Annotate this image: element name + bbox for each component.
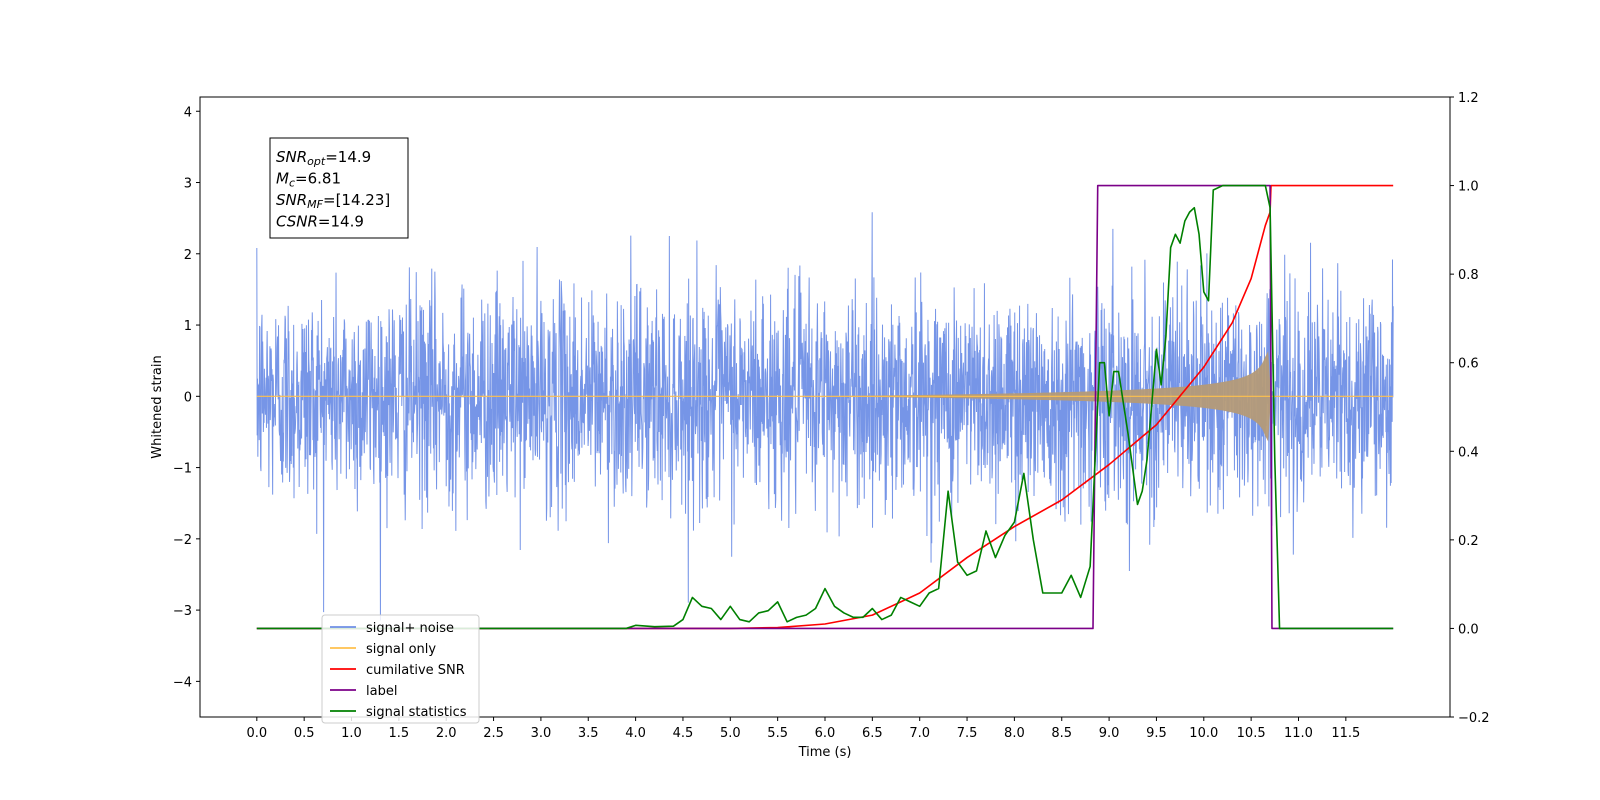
y-right-tick-label: 0.6 <box>1458 357 1479 372</box>
y-left-tick-label: −4 <box>173 675 192 690</box>
legend-label: label <box>366 684 397 699</box>
annotation-line: Mc=6.81 <box>276 170 341 190</box>
y-left-tick-label: 1 <box>184 319 192 334</box>
y-left-tick-label: 3 <box>184 177 192 192</box>
x-tick-label: 8.0 <box>1004 726 1025 741</box>
y-left-tick-label: 0 <box>184 390 192 405</box>
x-tick-label: 0.0 <box>246 726 267 741</box>
series-signal-statistics-line <box>256 184 1394 630</box>
x-tick-label: 8.5 <box>1051 726 1072 741</box>
y-right-tick-label: −0.2 <box>1458 711 1490 726</box>
annotation-line: CSNR=14.9 <box>276 213 364 231</box>
series-cumilative-snr-line <box>256 184 1394 630</box>
y-axis-right: 1.2 1.0 0.8 0.6 0.4 0.2 0.0 −0.2 <box>1450 91 1490 726</box>
legend-frame <box>321 614 480 724</box>
x-tick-label: 1.5 <box>389 726 410 741</box>
x-tick-label: 0.5 <box>294 726 315 741</box>
x-tick-label: 5.0 <box>720 726 741 741</box>
legend-label: signal only <box>366 642 436 657</box>
legend-label: signal statistics <box>366 705 467 720</box>
y-left-tick-label: −1 <box>173 462 192 477</box>
x-tick-label: 9.5 <box>1146 726 1167 741</box>
y-right-tick-label: 1.0 <box>1458 180 1479 195</box>
y-left-tick-label: 4 <box>184 105 192 120</box>
x-tick-label: 6.0 <box>815 726 836 741</box>
y-right-tick-label: 1.2 <box>1458 91 1479 106</box>
y-right-tick-label: 0.2 <box>1458 534 1479 549</box>
x-tick-label: 11.5 <box>1331 726 1360 741</box>
y-right-tick-label: 0.8 <box>1458 268 1479 283</box>
plot-area <box>256 184 1394 630</box>
y-axis-label-left: Whitened strain <box>150 355 165 458</box>
x-tick-label: 1.0 <box>341 726 362 741</box>
y-left-tick-label: −3 <box>173 604 192 619</box>
x-tick-label: 2.5 <box>483 726 504 741</box>
x-tick-label: 4.0 <box>625 726 646 741</box>
annotation-line: SNRMF=[14.23] <box>276 191 390 211</box>
annotation-line: SNRopt=14.9 <box>276 148 371 168</box>
x-tick-label: 6.5 <box>862 726 883 741</box>
legend-label: signal+ noise <box>366 621 454 636</box>
y-right-tick-label: 0.4 <box>1458 445 1479 460</box>
x-axis: 0.0 0.5 1.0 1.5 2.0 2.5 3.0 3.5 4.0 4.5 5.0 5.5 6.0 6… <box>246 717 1360 741</box>
x-tick-label: 2.0 <box>436 726 457 741</box>
x-tick-label: 3.5 <box>578 726 599 741</box>
y-left-tick-label: 2 <box>184 248 192 263</box>
y-left-tick-label: −2 <box>173 533 192 548</box>
y-right-tick-label: 0.0 <box>1458 622 1479 637</box>
x-axis-label: Time (s) <box>798 745 852 760</box>
x-tick-label: 11.0 <box>1284 726 1313 741</box>
x-tick-label: 9.0 <box>1099 726 1120 741</box>
annotation-box-frame <box>269 137 409 239</box>
x-tick-label: 10.0 <box>1189 726 1218 741</box>
x-tick-label: 3.0 <box>531 726 552 741</box>
x-tick-label: 4.5 <box>673 726 694 741</box>
series-signal-noise-line <box>256 212 1394 621</box>
y-axis-left: 4 3 2 1 0 −1 −2 −3 −4 <box>173 105 200 690</box>
x-tick-label: 7.5 <box>957 726 978 741</box>
legend: signal+ noise signal only cumilative SNR la… <box>321 614 480 724</box>
x-tick-label: 7.0 <box>909 726 930 741</box>
legend-label: cumilative SNR <box>366 663 465 678</box>
x-tick-label: 5.5 <box>767 726 788 741</box>
x-tick-label: 10.5 <box>1237 726 1266 741</box>
